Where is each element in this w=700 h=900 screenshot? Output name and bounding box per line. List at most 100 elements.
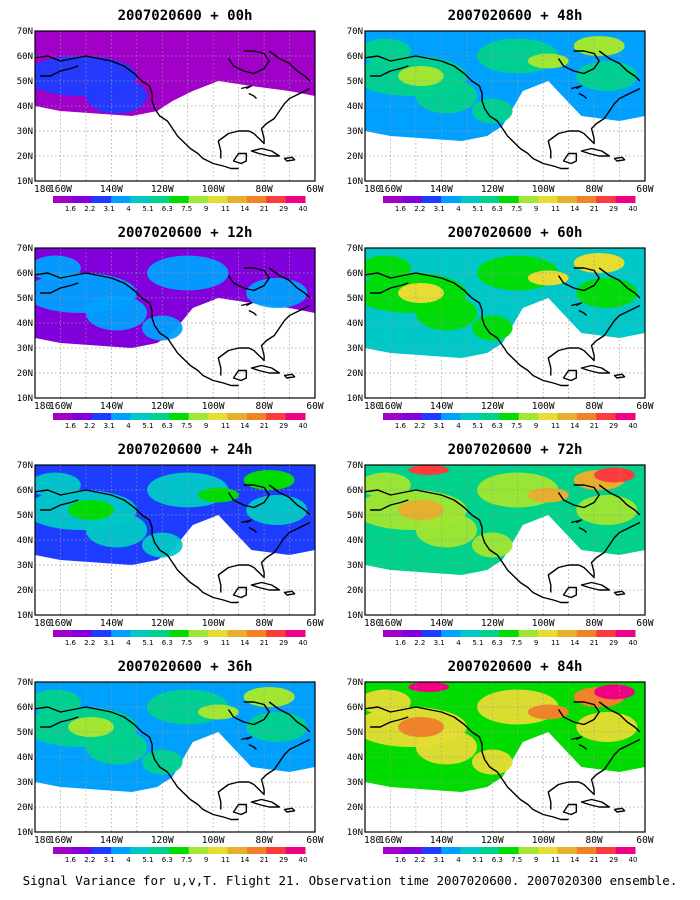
colorbar-label: 5.1	[142, 422, 153, 430]
coastline	[365, 272, 569, 387]
colorbar-swatch	[246, 847, 267, 854]
lat-label: 60N	[17, 703, 33, 713]
map-panel-48h: 2007020600 + 48h 10N 20N 30N 40N 50N 60N 70N 18…	[347, 5, 675, 220]
colorbar-swatch	[538, 413, 558, 420]
lon-label: 80W	[256, 835, 273, 846]
colorbar-swatch	[53, 630, 73, 637]
colorbar-swatch	[285, 196, 306, 203]
lat-label: 60N	[347, 52, 363, 62]
colorbar-label: 11	[551, 639, 560, 647]
colorbar-swatch	[441, 847, 462, 854]
coastline	[580, 364, 611, 374]
colorbar-label: 14	[240, 205, 249, 213]
colorbar-label: 6.3	[162, 639, 173, 647]
lat-label: 60N	[347, 269, 363, 279]
lat-label: 70N	[17, 27, 33, 37]
variance-core	[408, 465, 449, 475]
lat-label: 40N	[347, 753, 363, 763]
colorbar-label: 5.1	[472, 205, 483, 213]
map-panel-60h: 2007020600 + 60h 10N 20N 30N 40N 50N 60N 70N 18…	[347, 222, 675, 437]
variance-blob	[246, 278, 308, 308]
colorbar-label: 14	[570, 639, 579, 647]
colorbar-swatch	[169, 196, 190, 203]
colorbar-label: 21	[260, 639, 269, 647]
coastline	[598, 267, 641, 299]
colorbar-swatch	[421, 847, 442, 854]
lon-label: 80W	[586, 618, 603, 629]
lon-label: 140W	[430, 184, 453, 195]
lat-label: 30N	[17, 127, 33, 137]
coastline	[562, 586, 578, 599]
colorbar-swatch	[615, 630, 636, 637]
colorbar-swatch	[285, 630, 306, 637]
lat-label: 20N	[17, 803, 33, 813]
colorbar-swatch	[91, 847, 112, 854]
colorbar-label: 7.5	[511, 639, 522, 647]
panel-title: 2007020600 + 36h	[117, 659, 253, 675]
variance-blob	[576, 278, 638, 308]
variance-core	[594, 684, 635, 700]
lat-label: 30N	[347, 778, 363, 788]
map-panel-12h: 2007020600 + 12h 10N 20N 30N 40N 50N 60N 70N 18…	[17, 222, 345, 437]
coastline	[217, 738, 311, 810]
lat-label: 30N	[17, 344, 33, 354]
map-frame	[364, 464, 646, 616]
colorbar-label: 7.5	[181, 205, 192, 213]
colorbar-label: 21	[590, 639, 599, 647]
coastline	[227, 484, 270, 509]
coastline	[217, 304, 311, 376]
colorbar-label: 1.6	[65, 639, 77, 647]
figure-caption: Signal Variance for u,v,T. Flight 21. Ob…	[22, 873, 678, 888]
colorbar-swatch	[441, 630, 462, 637]
colorbar-swatch	[479, 196, 500, 203]
lat-label: 60N	[17, 269, 33, 279]
variance-core	[398, 717, 444, 737]
colorbar-swatch	[557, 630, 578, 637]
lon-label: 160W	[379, 401, 402, 412]
coastline	[370, 65, 409, 77]
panel-title: 2007020600 + 84h	[447, 659, 583, 675]
colorbar-label: 3.1	[434, 422, 445, 430]
colorbar-label: 11	[551, 205, 560, 213]
lat-label: 50N	[347, 294, 363, 304]
coastline	[35, 55, 239, 170]
colorbar-label: 11	[221, 422, 230, 430]
coastline	[547, 738, 641, 810]
coastline	[283, 590, 296, 596]
colorbar-swatch	[499, 630, 520, 637]
variance-blob	[415, 78, 477, 114]
colorbar-swatch	[188, 630, 209, 637]
lon-label: 180	[34, 835, 51, 846]
variance-blob	[35, 689, 81, 715]
colorbar-label: 6.3	[162, 205, 173, 213]
colorbar-label: 6.3	[492, 205, 503, 213]
coastline	[250, 581, 281, 591]
variance-core	[398, 66, 444, 86]
coastline	[250, 147, 281, 157]
colorbar-label: 11	[221, 856, 230, 864]
lon-label: 100W	[532, 184, 555, 195]
lat-label: 10N	[17, 394, 33, 404]
colorbar-swatch	[169, 847, 190, 854]
map-frame	[34, 681, 316, 833]
colorbar-swatch	[91, 196, 112, 203]
variance-blob	[365, 255, 411, 281]
coastline	[241, 302, 253, 307]
colorbar-label: 7.5	[181, 639, 192, 647]
lon-label: 60W	[306, 401, 323, 412]
coastline	[35, 489, 239, 604]
colorbar-swatch	[596, 196, 617, 203]
colorbar-label: 4	[456, 205, 461, 213]
lat-label: 10N	[17, 611, 33, 621]
map-panel-36h: 2007020600 + 36h 10N 20N 30N 40N 50N 60N 70N 18…	[17, 656, 345, 871]
variance-blob	[576, 61, 638, 91]
lon-label: 60W	[636, 184, 653, 195]
coastline	[35, 272, 239, 387]
lon-label: 180	[34, 618, 51, 629]
colorbar-label: 6.3	[492, 422, 503, 430]
colorbar-swatch	[518, 196, 539, 203]
lat-label: 30N	[347, 344, 363, 354]
colorbar-label: 14	[570, 205, 579, 213]
